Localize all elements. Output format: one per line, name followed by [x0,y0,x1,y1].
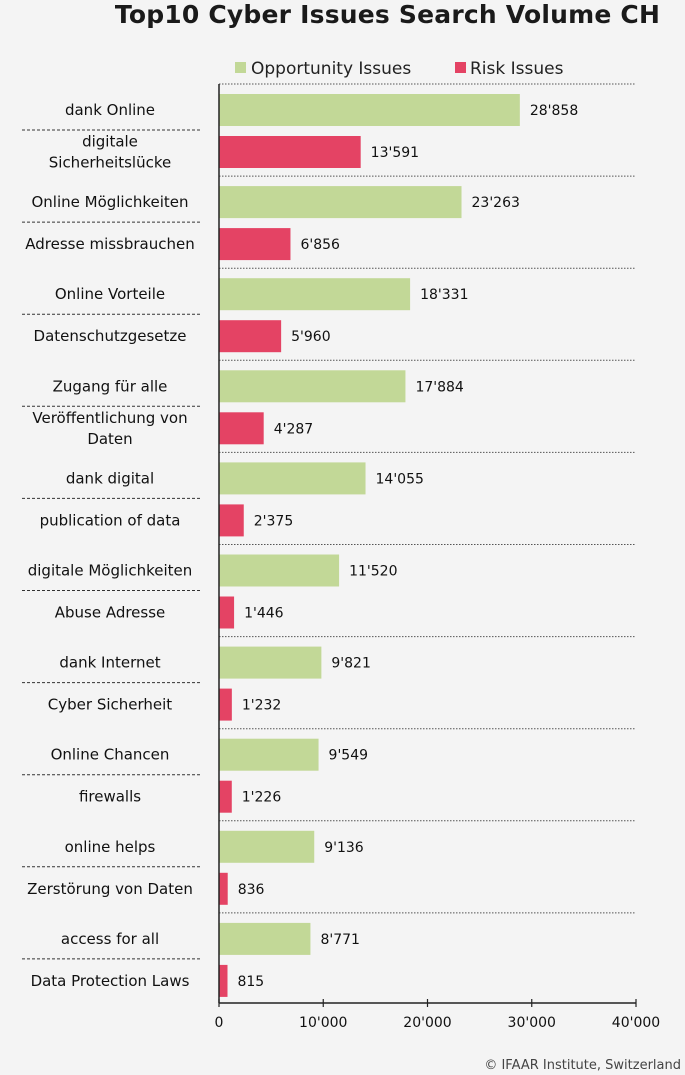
category-label-opportunity: Online Chancen [51,746,170,764]
bar-risk [219,136,361,168]
category-label-opportunity: Zugang für alle [53,377,168,395]
copyright-credit: © IFAAR Institute, Switzerland [484,1058,681,1073]
data-label-risk: 1'232 [242,698,281,714]
category-label-risk: Veröffentlichung von [32,409,187,427]
bar-risk [219,964,228,997]
bar-risk [219,504,244,537]
bar-opportunity [219,830,315,863]
category-label-risk: Zerstörung von Daten [27,880,193,898]
category-label-opportunity: dank Online [65,101,155,119]
data-label-opportunity: 18'331 [420,287,468,303]
bar-opportunity [219,94,520,126]
data-label-risk: 1'446 [244,606,284,622]
category-label-risk: Data Protection Laws [31,972,190,990]
category-label-risk: Sicherheitslücke [49,154,171,172]
category-label-opportunity: online helps [65,838,156,856]
bar-opportunity [219,462,366,495]
bar-risk [219,412,264,445]
category-label-risk: Daten [87,430,132,448]
data-label-risk: 1'226 [242,790,282,806]
bar-opportunity [219,278,411,311]
data-label-opportunity: 14'055 [376,471,424,487]
chart-title: Top10 Cyber Issues Search Volume CH [114,0,661,29]
category-label-risk: publication of data [40,511,181,529]
bar-risk [219,228,291,261]
data-label-risk: 836 [238,882,265,898]
data-label-opportunity: 11'520 [349,564,397,580]
category-label-opportunity: Online Möglichkeiten [31,193,188,211]
category-label-opportunity: access for all [61,930,159,948]
x-tick-label: 40'000 [612,1015,660,1031]
bar-opportunity [219,554,340,587]
category-label-opportunity: Online Vorteile [55,285,165,303]
bar-risk [219,688,232,721]
bar-opportunity [219,738,319,771]
category-label-opportunity: dank Internet [59,654,160,672]
bar-risk [219,596,235,629]
category-label-risk: Cyber Sicherheit [48,696,173,714]
category-label-risk: Datenschutzgesetze [34,327,187,345]
data-label-opportunity: 23'263 [472,195,520,211]
category-label-risk: digitale [82,133,138,151]
data-label-opportunity: 8'771 [320,932,359,948]
x-tick-label: 0 [215,1015,224,1031]
category-label-risk: Abuse Adresse [55,604,166,622]
data-label-risk: 4'287 [274,421,313,437]
bar-opportunity [219,922,311,955]
bar-risk [219,780,232,813]
category-label-risk: firewalls [79,788,141,806]
category-label-opportunity: dank digital [66,469,154,487]
data-label-risk: 5'960 [291,329,330,345]
x-tick-label: 10'000 [299,1015,347,1031]
data-label-opportunity: 9'136 [324,840,364,856]
legend-swatch-risk [455,62,466,73]
data-label-opportunity: 9'549 [329,748,368,764]
data-label-risk: 815 [237,974,264,990]
x-tick-label: 20'000 [403,1015,451,1031]
bar-risk [219,872,228,905]
category-label-opportunity: digitale Möglichkeiten [28,562,193,580]
data-label-opportunity: 28'858 [530,103,578,119]
legend-label-risk: Risk Issues [470,59,564,79]
data-label-risk: 6'856 [300,237,340,253]
data-label-opportunity: 9'821 [331,656,370,672]
data-label-risk: 2'375 [254,513,293,529]
bar-opportunity [219,370,406,403]
bar-opportunity [219,186,462,219]
bar-opportunity [219,646,322,679]
bar-risk [219,320,282,353]
category-label-risk: Adresse missbrauchen [25,235,195,253]
x-tick-label: 30'000 [508,1015,556,1031]
data-label-risk: 13'591 [371,145,419,161]
legend-swatch-opportunity [235,62,246,73]
legend-label-opportunity: Opportunity Issues [251,59,411,79]
data-label-opportunity: 17'884 [415,379,463,395]
